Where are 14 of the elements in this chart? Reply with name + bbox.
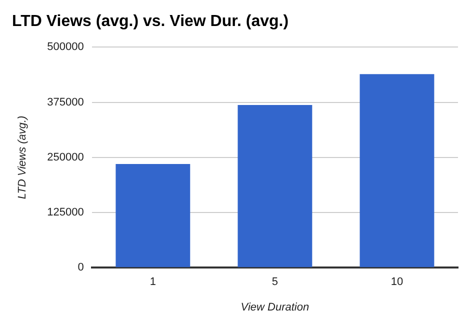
chart-title: LTD Views (avg.) vs. View Dur. (avg.)	[12, 13, 289, 30]
y-tick-label: 375000	[47, 96, 84, 108]
y-tick-label: 125000	[47, 206, 84, 219]
bar	[116, 164, 190, 268]
x-tick-label: 10	[390, 276, 404, 288]
y-tick-label: 250000	[47, 151, 84, 164]
y-tick-label: 0	[78, 262, 84, 274]
bar	[360, 74, 434, 268]
x-axis-title: View Duration	[240, 301, 310, 314]
x-tick-label: 1	[150, 276, 156, 288]
y-tick-label: 500000	[47, 41, 84, 54]
y-axis-title: LTD Views (avg.)	[16, 115, 29, 200]
x-tick-label: 5	[272, 276, 278, 288]
bar	[238, 104, 312, 268]
